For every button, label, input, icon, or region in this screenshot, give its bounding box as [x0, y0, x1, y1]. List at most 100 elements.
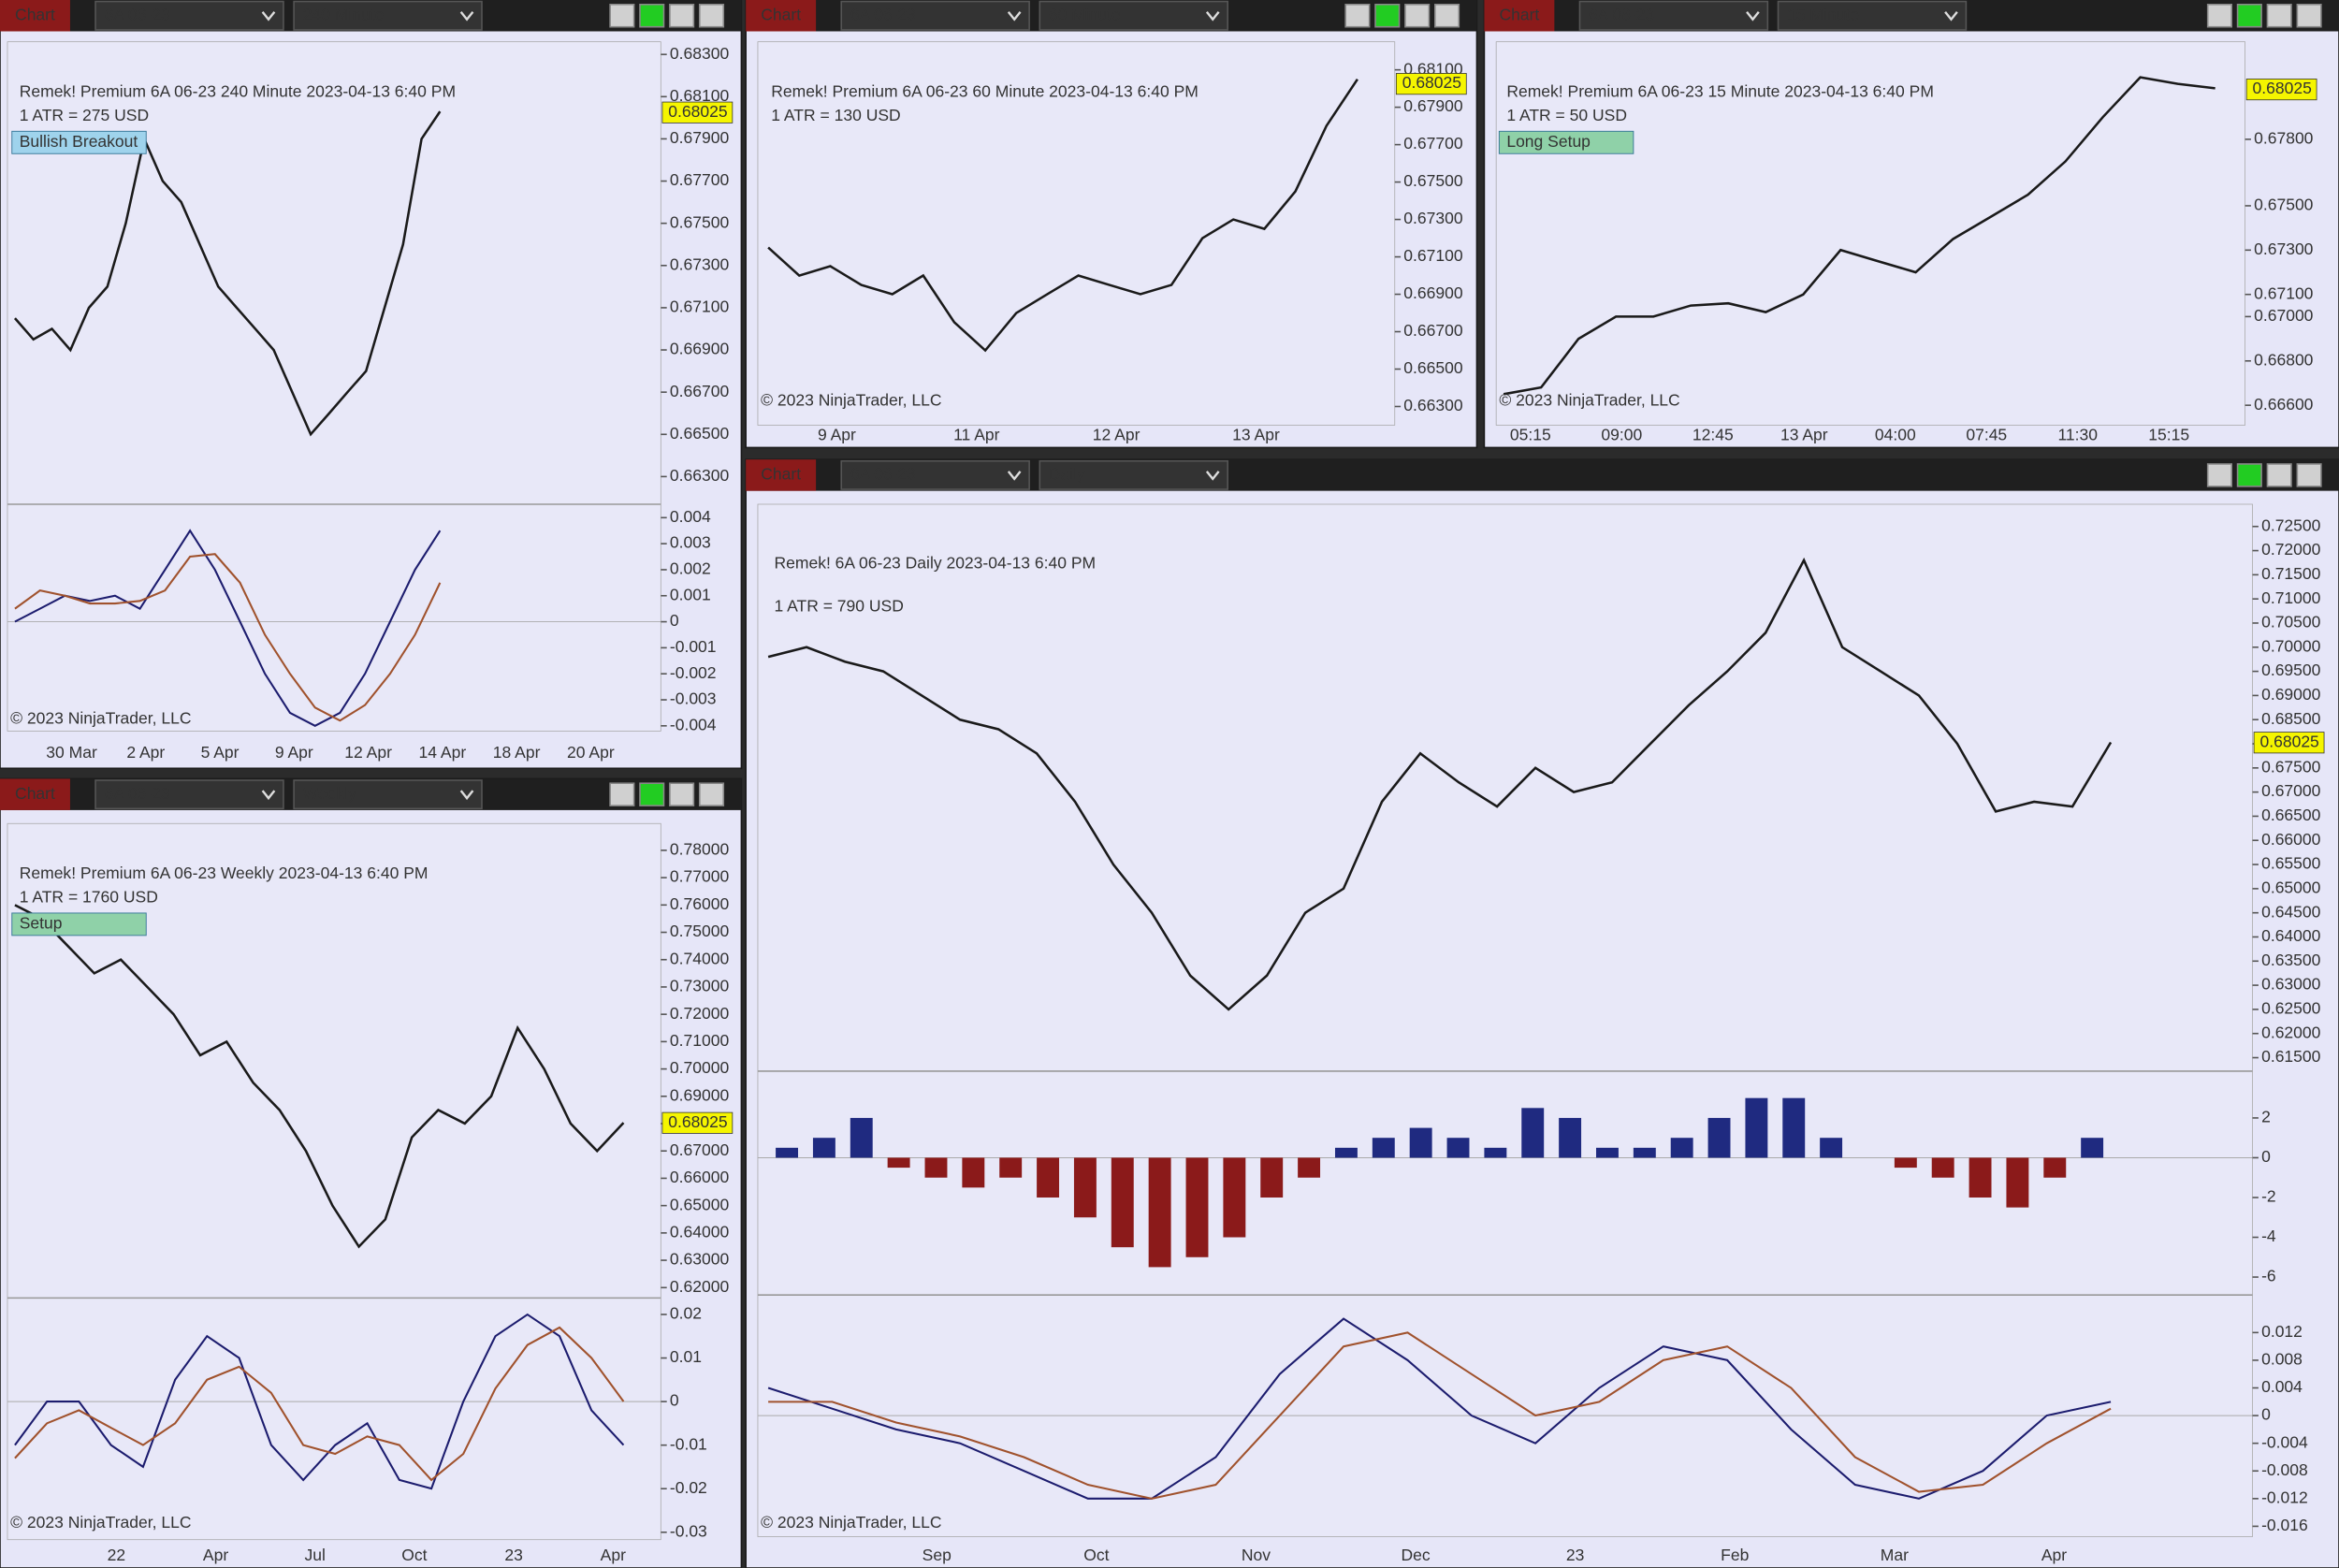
- y-tick-label: 0.65000: [670, 1195, 730, 1213]
- y-tick-label: 0.71000: [670, 1031, 730, 1050]
- y-tick-label: 0.65500: [2261, 854, 2321, 873]
- line-series: [1503, 76, 2216, 396]
- chart-tab[interactable]: [746, 459, 817, 491]
- y-tick-label: 0.003: [670, 533, 711, 552]
- instrument-label: 6A 06-23: [850, 5, 916, 23]
- instrument-dropdown[interactable]: [94, 779, 284, 810]
- chart-tab[interactable]: [1484, 0, 1555, 32]
- instrument-label: 6A 06-23: [105, 5, 170, 23]
- instrument-dropdown[interactable]: [840, 0, 1030, 31]
- y-tick-label: 0.76000: [670, 894, 730, 913]
- last-price-label: 0.68025: [668, 102, 727, 121]
- x-tick-label: 12 Apr: [344, 743, 392, 762]
- y-tick-label: -6: [2261, 1267, 2276, 1285]
- last-price-label: 0.68025: [2253, 79, 2312, 97]
- y-tick-label: 0.72000: [670, 1004, 730, 1023]
- histogram-bar: [1820, 1138, 1843, 1158]
- interval-label: 60 Minute: [1049, 5, 1121, 23]
- x-tick-label: 12:45: [1693, 425, 1734, 443]
- y-tick-label: 0.66900: [1403, 283, 1463, 302]
- y-tick-label: 0.67900: [670, 128, 730, 147]
- dropdown-arrow: [1205, 471, 1220, 481]
- window-button[interactable]: [609, 782, 635, 806]
- chart-tab[interactable]: [0, 778, 70, 810]
- y-tick-label: 0.004: [2261, 1377, 2303, 1396]
- x-tick-label: Dec: [1401, 1546, 1430, 1564]
- window-button[interactable]: [698, 3, 725, 28]
- last-price-marker: [661, 101, 734, 123]
- window-button[interactable]: [1344, 3, 1371, 28]
- interval-dropdown[interactable]: [1039, 0, 1228, 31]
- histogram-bar: [1298, 1157, 1321, 1178]
- window-button[interactable]: [2296, 3, 2322, 28]
- y-tick-label: 0.67500: [2254, 196, 2314, 214]
- histogram-bar: [776, 1147, 798, 1158]
- window-button[interactable]: [669, 3, 695, 28]
- instrument-dropdown[interactable]: [94, 0, 284, 31]
- window-button[interactable]: [1374, 3, 1401, 28]
- interval-dropdown[interactable]: [1039, 459, 1228, 490]
- line-series: [14, 904, 625, 1249]
- histogram-bar: [1409, 1127, 1432, 1158]
- chart-tab[interactable]: [0, 0, 70, 32]
- y-tick-label: 0.72000: [2261, 540, 2321, 559]
- histogram-bar: [850, 1117, 873, 1158]
- interval-dropdown[interactable]: [293, 779, 483, 810]
- y-tick-label: -0.004: [670, 715, 717, 733]
- chart-tab[interactable]: [746, 0, 817, 32]
- histogram-bar: [924, 1157, 948, 1178]
- x-tick-label: 05:15: [1510, 425, 1551, 443]
- y-tick-label: 0.64000: [670, 1222, 730, 1241]
- instrument-dropdown[interactable]: [840, 459, 1030, 490]
- y-tick-label: 0.68100: [670, 86, 730, 105]
- y-tick-label: -0.001: [670, 637, 717, 656]
- window-button[interactable]: [639, 3, 665, 28]
- x-tick-label: 07:45: [1966, 425, 2007, 443]
- copyright: © 2023 NinjaTrader, LLC: [761, 1513, 941, 1532]
- chart-title: Remek! 6A 06-23 Daily 2023-04-13 6:40 PM: [774, 553, 1096, 572]
- histogram-bar: [1670, 1138, 1693, 1158]
- last-price-marker: [2245, 79, 2317, 101]
- y-tick-label: 0: [670, 611, 679, 630]
- x-tick-label: 30 Mar: [46, 743, 97, 762]
- window-button[interactable]: [609, 3, 635, 28]
- window-button[interactable]: [2296, 463, 2322, 487]
- signal-badge-label: Long Setup: [1506, 132, 1591, 151]
- window-button[interactable]: [698, 782, 725, 806]
- y-tick-label: -0.03: [670, 1521, 707, 1540]
- x-tick-label: Feb: [1721, 1546, 1749, 1564]
- interval-dropdown[interactable]: [293, 0, 483, 31]
- window-button[interactable]: [2236, 3, 2262, 28]
- chart-tab-label: Chart: [15, 5, 55, 23]
- last-price-label: 0.68025: [668, 1112, 727, 1131]
- copyright: © 2023 NinjaTrader, LLC: [761, 391, 941, 410]
- window-button[interactable]: [1404, 3, 1431, 28]
- y-tick-label: 0.65000: [2261, 878, 2321, 896]
- window-button[interactable]: [2236, 463, 2262, 487]
- atr-label: 1 ATR = 1760 USD: [20, 888, 158, 907]
- window-button[interactable]: [2206, 463, 2233, 487]
- histogram-bar: [1894, 1157, 1917, 1169]
- y-tick-label: 0.67100: [670, 298, 730, 316]
- chart-title: Remek! Premium 6A 06-23 Weekly 2023-04-1…: [20, 864, 429, 882]
- y-tick-label: 0.69000: [670, 1085, 730, 1104]
- y-tick-label: 0.66500: [670, 424, 730, 443]
- window-button[interactable]: [669, 782, 695, 806]
- x-tick-label: 12 Apr: [1093, 425, 1140, 443]
- line-series: [767, 557, 2113, 1011]
- x-tick-label: 2 Apr: [126, 743, 165, 762]
- histogram-bar: [1521, 1108, 1545, 1158]
- window-button[interactable]: [2266, 463, 2292, 487]
- window-button[interactable]: [2266, 3, 2292, 28]
- window-button[interactable]: [639, 782, 665, 806]
- plot-area: [7, 822, 661, 1541]
- window-button[interactable]: [1434, 3, 1460, 28]
- last-price-marker: [661, 1111, 734, 1134]
- y-tick-label: 0.63000: [670, 1250, 730, 1269]
- histogram-bar: [1969, 1157, 1992, 1198]
- instrument-dropdown[interactable]: [1578, 0, 1769, 31]
- x-tick-label: 18 Apr: [493, 743, 541, 762]
- window-button[interactable]: [2206, 3, 2233, 28]
- y-tick-label: 0: [2261, 1405, 2271, 1424]
- interval-dropdown[interactable]: [1777, 0, 1968, 31]
